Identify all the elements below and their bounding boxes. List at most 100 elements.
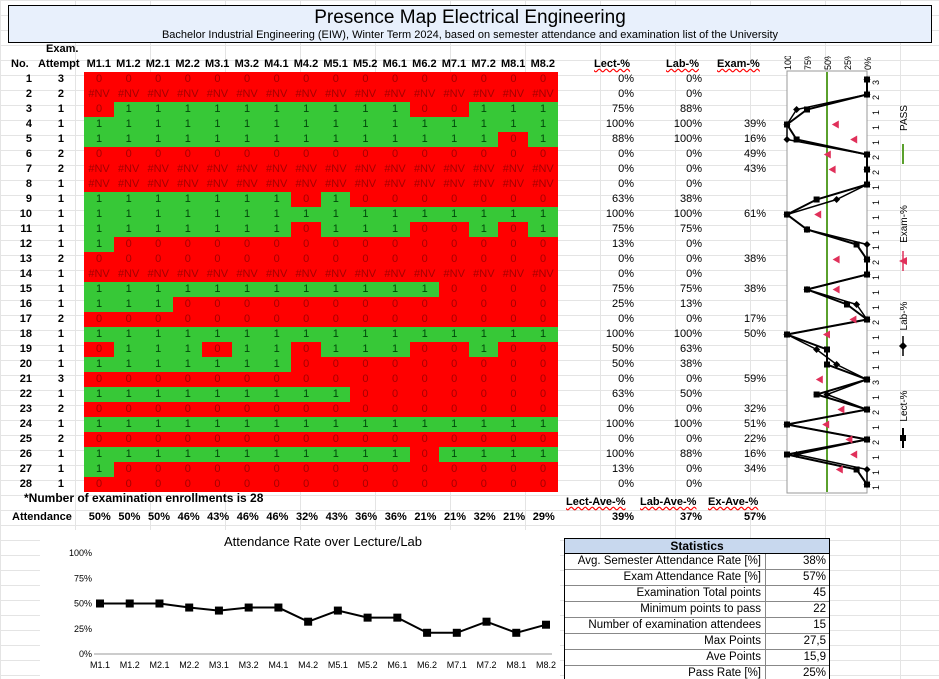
attendance-cell[interactable]: 1 [380,207,411,222]
attendance-cell[interactable]: 1 [261,222,292,237]
attendance-cell[interactable]: 1 [172,102,203,117]
attendance-cell[interactable]: 0 [528,342,559,357]
attendance-cell[interactable]: 1 [409,132,440,147]
attendance-cell[interactable]: 1 [143,417,174,432]
attendance-cell[interactable]: 0 [528,477,559,492]
attendance-cell[interactable]: 0 [232,402,263,417]
statistics-value[interactable]: 22 [813,603,826,615]
attendance-cell[interactable]: 1 [113,207,144,222]
attendance-cell[interactable]: 1 [350,327,381,342]
attendance-cell[interactable]: 0 [498,192,529,207]
attendance-cell[interactable]: 1 [261,102,292,117]
attendance-cell[interactable]: 1 [468,342,499,357]
attendance-cell[interactable]: 0 [468,477,499,492]
attendance-cell[interactable]: #NV [320,162,351,177]
attendance-cell[interactable]: 1 [291,102,322,117]
attendance-cell[interactable]: 0 [468,72,499,87]
attendance-cell[interactable]: #NV [84,177,115,192]
attendance-cell[interactable]: 1 [84,447,115,462]
title-box[interactable]: Presence Map Electrical Engineering Bach… [8,5,932,43]
attendance-cell[interactable]: 0 [468,432,499,447]
attendance-cell[interactable]: 1 [528,417,559,432]
attendance-cell[interactable]: #NV [202,87,233,102]
attendance-cell[interactable]: 1 [261,327,292,342]
attendance-cell[interactable]: 0 [232,252,263,267]
attendance-cell[interactable]: 0 [380,402,411,417]
attendance-cell[interactable]: 0 [261,462,292,477]
attendance-cell[interactable]: 0 [409,387,440,402]
attendance-cell[interactable]: 1 [468,117,499,132]
attendance-cell[interactable]: #NV [113,162,144,177]
attendance-cell[interactable]: 0 [498,72,529,87]
attendance-cell[interactable]: #NV [528,162,559,177]
attendance-cell[interactable]: 0 [291,252,322,267]
attendance-cell[interactable]: 0 [143,252,174,267]
attendance-cell[interactable]: 1 [380,342,411,357]
attendance-cell[interactable]: 1 [232,327,263,342]
attendance-cell[interactable]: 0 [261,72,292,87]
attendance-cell[interactable]: 1 [232,102,263,117]
attendance-cell[interactable]: 0 [202,477,233,492]
attendance-cell[interactable]: 0 [320,372,351,387]
attendance-cell[interactable]: 1 [350,447,381,462]
attendance-cell[interactable]: 1 [528,447,559,462]
attendance-cell[interactable]: 0 [498,462,529,477]
attendance-cell[interactable]: 1 [439,207,470,222]
attendance-cell[interactable]: 1 [380,282,411,297]
attendance-cell[interactable]: 0 [202,342,233,357]
attendance-cell[interactable]: 0 [113,477,144,492]
attendance-cell[interactable]: 1 [84,327,115,342]
attendance-cell[interactable]: #NV [380,177,411,192]
statistics-value[interactable]: 38% [802,555,826,567]
attendance-cell[interactable]: 0 [498,312,529,327]
attendance-cell[interactable]: 1 [291,327,322,342]
attendance-cell[interactable]: #NV [113,87,144,102]
attendance-cell[interactable]: 1 [320,132,351,147]
attendance-cell[interactable]: 1 [84,132,115,147]
attendance-cell[interactable]: 0 [202,252,233,267]
attendance-cell[interactable]: 0 [113,252,144,267]
attendance-cell[interactable]: 0 [261,432,292,447]
attendance-cell[interactable]: 0 [439,372,470,387]
attendance-cell[interactable]: 1 [113,192,144,207]
attendance-cell[interactable]: 0 [468,357,499,372]
attendance-cell[interactable]: 1 [261,357,292,372]
attendance-cell[interactable]: 1 [143,102,174,117]
attendance-cell[interactable]: #NV [172,87,203,102]
attendance-cell[interactable]: 0 [468,192,499,207]
attendance-cell[interactable]: 1 [84,222,115,237]
attendance-cell[interactable]: #NV [409,162,440,177]
attendance-cell[interactable]: 1 [380,117,411,132]
attendance-cell[interactable]: 1 [320,447,351,462]
attendance-cell[interactable]: 0 [232,72,263,87]
attendance-cell[interactable]: #NV [172,177,203,192]
attendance-cell[interactable]: 0 [409,372,440,387]
attendance-cell[interactable]: 0 [409,237,440,252]
attendance-cell[interactable]: 1 [143,447,174,462]
attendance-cell[interactable]: 1 [439,117,470,132]
attendance-cell[interactable]: 1 [113,447,144,462]
attendance-cell[interactable]: 0 [172,402,203,417]
attendance-cell[interactable]: 0 [498,477,529,492]
attendance-cell[interactable]: 0 [172,432,203,447]
attendance-cell[interactable]: 1 [113,117,144,132]
attendance-cell[interactable]: 1 [261,192,292,207]
attendance-cell[interactable]: 1 [84,117,115,132]
attendance-cell[interactable]: #NV [468,162,499,177]
attendance-cell[interactable]: 0 [380,147,411,162]
attendance-cell[interactable]: 0 [113,432,144,447]
attendance-cell[interactable]: 0 [320,147,351,162]
attendance-cell[interactable]: #NV [232,267,263,282]
attendance-cell[interactable]: 0 [320,72,351,87]
attendance-cell[interactable]: 1 [291,207,322,222]
attendance-cell[interactable]: 0 [320,432,351,447]
attendance-cell[interactable]: 0 [380,477,411,492]
attendance-cell[interactable]: 0 [291,237,322,252]
attendance-cell[interactable]: 0 [380,357,411,372]
attendance-cell[interactable]: 1 [172,327,203,342]
attendance-cell[interactable]: #NV [320,177,351,192]
attendance-cell[interactable]: #NV [468,87,499,102]
attendance-cell[interactable]: 0 [380,237,411,252]
attendance-cell[interactable]: 0 [320,357,351,372]
attendance-cell[interactable]: #NV [409,177,440,192]
